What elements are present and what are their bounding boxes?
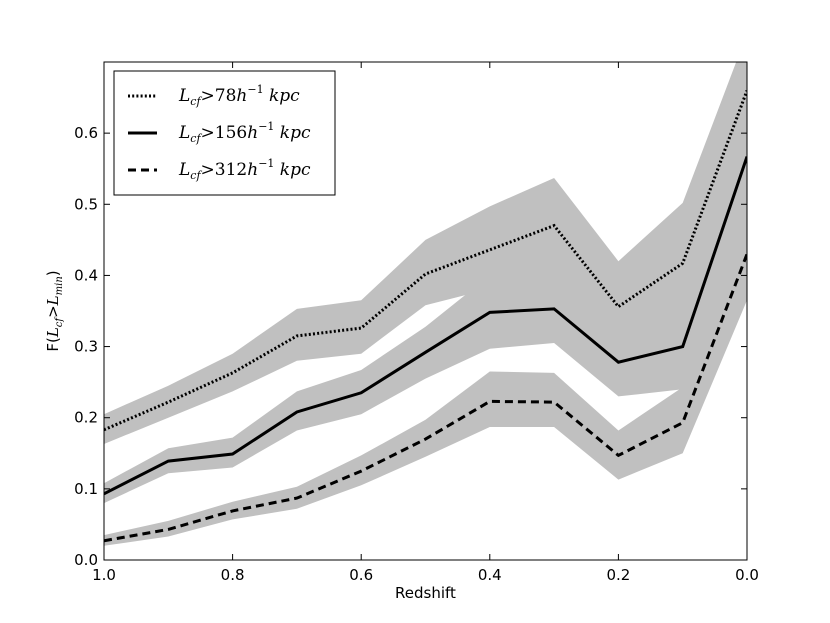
y-tick-label: 0.5: [74, 195, 98, 213]
legend: Lcf>78h−1 kpc Lcf>156h−1 kpc Lcf>312h−1 …: [113, 70, 336, 196]
y-tick-label: 0.4: [74, 266, 98, 284]
x-axis-label: Redshift: [395, 584, 456, 602]
series-line-solid: [104, 156, 747, 496]
x-tick-label: 0.6: [349, 566, 373, 584]
legend-label-312: Lcf>312h−1 kpc: [178, 157, 311, 182]
x-tick-label: 0.0: [735, 566, 759, 584]
series-line-dashed: [104, 253, 747, 543]
band-solid: [104, 101, 747, 504]
y-tick-label: 0.2: [74, 409, 98, 427]
band-dotted: [104, 62, 747, 444]
confidence-bands: [104, 62, 747, 546]
legend-label-78: Lcf>78h−1 kpc: [178, 83, 300, 108]
y-axis-label: F(Lcf>Lmin): [44, 270, 65, 351]
plot-frame: [103, 61, 748, 561]
x-tick-label: 0.2: [606, 566, 630, 584]
legend-label-156: Lcf>156h−1 kpc: [178, 120, 311, 145]
y-tick-label: 0.0: [74, 551, 98, 569]
x-tick-label: 0.4: [478, 566, 502, 584]
y-tick-label: 0.6: [74, 124, 98, 142]
series-line-dotted: [104, 89, 747, 432]
y-tick-label: 0.1: [74, 480, 98, 498]
x-tick-label: 1.0: [92, 566, 116, 584]
y-tick-label: 0.3: [74, 338, 98, 356]
axis-ticks: 1.0 0.8 0.6 0.4 0.2 0.0 0.0 0.1 0.2 0.3 0.4 0.5 0.6: [74, 62, 759, 584]
x-tick-label: 0.8: [221, 566, 245, 584]
series-lines: [104, 89, 747, 543]
